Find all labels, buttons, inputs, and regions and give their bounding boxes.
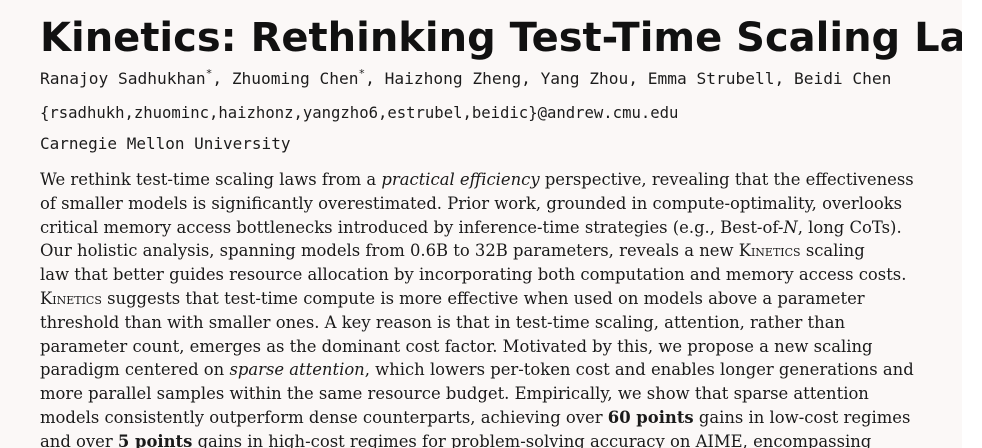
paper-title: Kinetics: Rethinking Test-Time Scaling L… (40, 15, 962, 61)
affiliation: Carnegie Mellon University (40, 134, 291, 153)
abstract-emphasis: sparse attention (229, 360, 365, 380)
kinetics-smallcaps: Kinetics (40, 288, 102, 308)
abstract-text: paradigm centered on (40, 360, 230, 380)
abstract-emphasis: practical efficiency (381, 170, 540, 189)
author-list: Ranajoy Sadhukhan*, Zhuoming Chen*, Haiz… (40, 66, 891, 92)
kinetics-smallcaps: Kinetics (738, 241, 801, 261)
abstract-line: and over 5 points gains in high-cost reg… (40, 430, 934, 448)
abstract-line: Kinetics suggests that test-time compute… (40, 287, 934, 311)
author-names-rest: , Haizhong Zheng, Yang Zhou, Emma Strube… (365, 69, 892, 88)
equal-contribution-mark: * (358, 66, 366, 80)
abstract-bold: 5 points (117, 431, 193, 448)
abstract-bold: 60 points (607, 407, 694, 427)
abstract-text: suggests that test-time compute is more … (101, 288, 865, 308)
equal-contribution-mark: * (205, 66, 213, 80)
abstract: We rethink test-time scaling laws from a… (40, 168, 934, 448)
abstract-text: , which lowers per-token cost and enable… (364, 360, 914, 380)
abstract-text: perspective, revealing that the effectiv… (539, 170, 914, 189)
abstract-line: models consistently outperform dense cou… (40, 406, 934, 430)
abstract-math: N (783, 217, 798, 237)
abstract-text: critical memory access bottlenecks intro… (40, 217, 784, 237)
abstract-line: parameter count, emerges as the dominant… (40, 336, 873, 356)
author-separator: , (212, 69, 232, 88)
abstract-text: , long CoTs). (797, 217, 902, 237)
abstract-text: Our holistic analysis, spanning models f… (40, 241, 739, 261)
abstract-text: models consistently outperform dense cou… (40, 407, 608, 427)
abstract-line: more parallel samples within the same re… (40, 384, 869, 404)
abstract-line: critical memory access bottlenecks intro… (40, 216, 934, 240)
abstract-line: We rethink test-time scaling laws from a… (40, 168, 934, 192)
paper-page: Kinetics: Rethinking Test-Time Scaling L… (40, 15, 962, 448)
abstract-text: gains in high-cost regimes for problem-s… (192, 431, 872, 448)
abstract-line: Our holistic analysis, spanning models f… (40, 239, 934, 263)
abstract-line: law that better guides resource allocati… (40, 265, 907, 285)
author-emails: {rsadhukh,zhuominc,haizhonz,yangzho6,est… (40, 104, 679, 122)
abstract-text: gains in low-cost regimes (693, 407, 911, 427)
abstract-line: paradigm centered on sparse attention, w… (40, 358, 934, 382)
abstract-line: threshold than with smaller ones. A key … (40, 312, 846, 332)
abstract-text: scaling (800, 241, 865, 261)
author-name: Zhuoming Chen (231, 69, 359, 88)
author-name: Ranajoy Sadhukhan (40, 69, 206, 88)
abstract-line: of smaller models is significantly overe… (40, 193, 903, 213)
abstract-text: We rethink test-time scaling laws from a (40, 170, 382, 189)
abstract-text: and over (40, 431, 118, 448)
